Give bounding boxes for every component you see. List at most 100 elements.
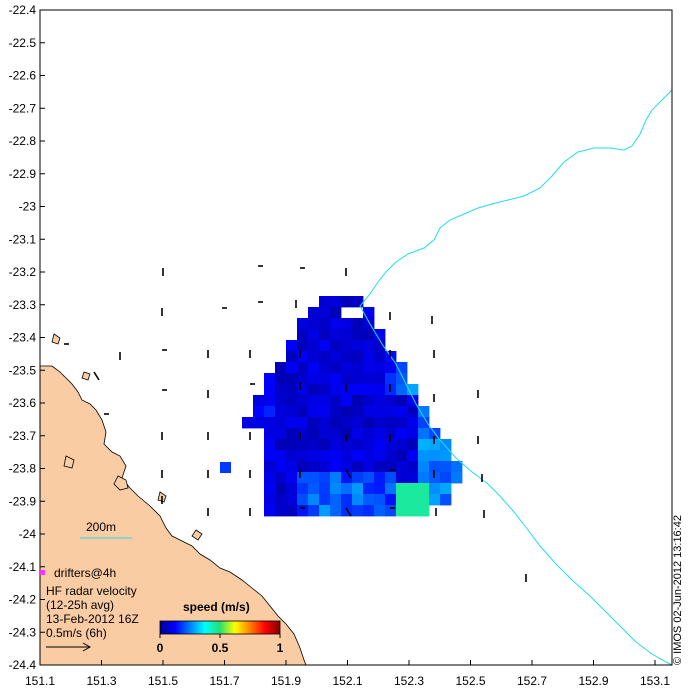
radar-cell [352,439,364,451]
radar-cell [385,417,397,429]
radar-cell [341,373,353,385]
radar-cell [264,417,276,429]
y-tick-label: -22.4 [9,3,37,17]
y-tick-label: -24 [19,527,37,541]
island-shape [191,529,203,541]
radar-cell [286,373,298,385]
radar-cell [286,439,298,451]
radar-cell [418,428,430,440]
radar-cell [297,318,309,330]
radar-cell [363,373,375,385]
radar-cell [330,307,342,319]
radar-cell [352,384,364,396]
island-shape [81,371,91,381]
radar-cell [297,406,309,418]
radar-cell [286,340,298,352]
radar-cell [407,505,419,517]
radar-cell [319,340,331,352]
island-shape [51,333,61,345]
radar-cell [407,417,419,429]
radar-cell [297,417,309,429]
radar-cell [297,428,309,440]
legend-radar-window: (12-25h avg) [46,598,114,612]
radar-cell [396,362,408,374]
radar-cell [242,417,254,429]
radar-cell [352,296,364,308]
radar-cell [330,318,342,330]
y-tick-label: -23.8 [9,462,37,476]
radar-cell [330,461,342,473]
radar-cell [407,461,419,473]
radar-cell [352,450,364,462]
radar-cell [418,483,430,495]
radar-cell [275,472,287,484]
y-tick-label: -23.5 [9,363,37,377]
radar-cell [363,329,375,341]
radar-cell [407,439,419,451]
radar-cell [319,384,331,396]
radar-cell [286,351,298,363]
y-tick-label: -23.6 [9,396,37,410]
radar-cell [418,450,430,462]
radar-cell [363,483,375,495]
radar-cell [352,494,364,506]
radar-cell [418,505,430,517]
radar-cell [385,494,397,506]
y-tick-label: -24.2 [9,593,37,607]
radar-cell [341,329,353,341]
radar-cell [286,483,298,495]
scale-arrow-icon [46,642,92,652]
radar-cell [418,417,430,429]
radar-cell [341,296,353,308]
radar-cell [418,439,430,451]
x-tick-label: 152.1 [332,674,362,688]
radar-cell [396,384,408,396]
radar-cell [374,340,386,352]
radar-cell [253,417,265,429]
radar-cell [363,307,375,319]
radar-cell [396,406,408,418]
velocity-arrow [93,371,100,381]
radar-cell [308,505,320,517]
radar-cell [385,373,397,385]
radar-cell [352,395,364,407]
radar-cell [352,362,364,374]
radar-cell [363,439,375,451]
radar-cell [308,450,320,462]
velocity-arrows [64,265,527,582]
radar-cell [396,461,408,473]
radar-cell [286,417,298,429]
radar-cell [374,472,386,484]
radar-cell [330,395,342,407]
radar-cell [264,494,276,506]
radar-cell [264,483,276,495]
radar-cell [308,318,320,330]
radar-cell [374,494,386,506]
radar-cell [308,461,320,473]
radar-cell [297,505,309,517]
y-tick-label: -24.1 [9,560,37,574]
radar-cell [286,384,298,396]
radar-cell [429,461,441,473]
radar-cell [385,483,397,495]
radar-cell [297,340,309,352]
radar-cell [275,483,287,495]
radar-cell [330,329,342,341]
velocity-arrow [345,469,352,479]
radar-cell [330,340,342,352]
radar-cell [363,461,375,473]
radar-cell [341,450,353,462]
land-mass [39,365,307,666]
colorbar-title: speed (m/s) [183,600,250,614]
radar-cell [264,505,276,517]
radar-cell [341,439,353,451]
radar-cell [429,494,441,506]
radar-cell [385,450,397,462]
radar-cell [374,450,386,462]
radar-cell [297,395,309,407]
radar-cell [286,362,298,374]
radar-cell [330,417,342,429]
radar-cell [253,406,265,418]
radar-cell [363,494,375,506]
